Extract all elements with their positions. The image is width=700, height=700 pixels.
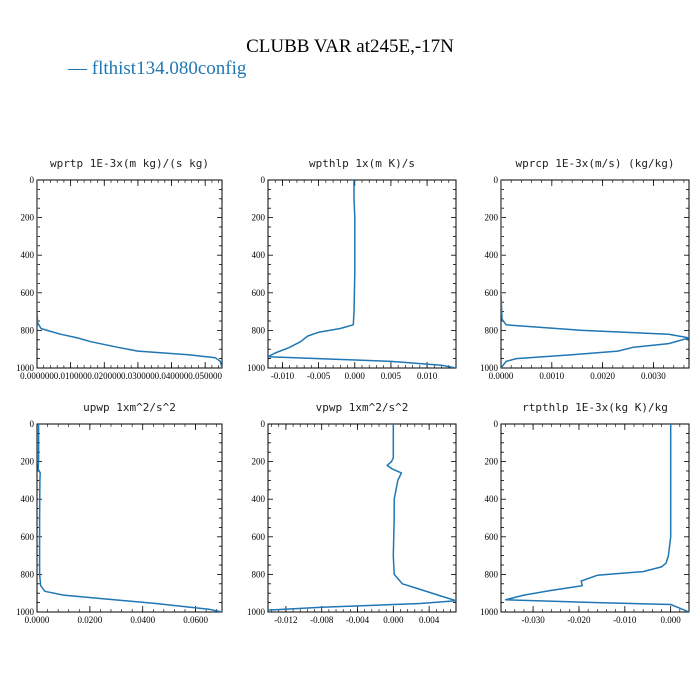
y-tick-label: 600 xyxy=(485,532,499,542)
y-tick-label: 200 xyxy=(252,213,266,223)
y-tick-label: 1000 xyxy=(16,607,35,617)
x-tick-label: -0.020 xyxy=(567,615,591,625)
x-tick-label: -0.004 xyxy=(346,615,370,625)
y-tick-label: 400 xyxy=(21,250,35,260)
x-tick-label: 0.050000 xyxy=(188,371,222,381)
y-tick-label: 1000 xyxy=(247,363,266,373)
x-tick-label: 0.000 xyxy=(661,615,682,625)
panel-title: wprtp 1E-3x(m kg)/(s kg) xyxy=(50,157,209,170)
x-tick-label: 0.000000 xyxy=(20,371,54,381)
y-tick-label: 200 xyxy=(21,457,35,467)
y-tick-label: 800 xyxy=(252,569,266,579)
y-tick-label: 1000 xyxy=(480,607,499,617)
x-tick-label: -0.008 xyxy=(310,615,334,625)
panel-3: wprcp 1E-3x(m/s) (kg/kg) 0 200 400 600 800 100… xyxy=(480,157,690,381)
y-tick-label: 600 xyxy=(252,288,266,298)
series-line xyxy=(268,424,456,611)
y-tick-label: 400 xyxy=(252,494,266,504)
y-tick-label: 800 xyxy=(485,325,499,335)
y-tick-label: 400 xyxy=(485,250,499,260)
y-tick-label: 600 xyxy=(21,288,35,298)
plot-frame xyxy=(36,179,223,369)
legend-entry: — flthist134.080config xyxy=(68,58,247,79)
x-tick-label: 0.020000 xyxy=(87,371,121,381)
panel-title: upwp 1xm^2/s^2 xyxy=(83,401,176,414)
plot-frame xyxy=(36,423,223,613)
y-tick-label: 400 xyxy=(485,494,499,504)
y-tick-label: 0 xyxy=(494,419,499,429)
plot-frame xyxy=(500,423,690,613)
x-tick-label: 0.0010 xyxy=(539,371,564,381)
y-tick-label: 400 xyxy=(21,494,35,504)
y-tick-label: 600 xyxy=(21,532,35,542)
series-line xyxy=(268,180,456,368)
x-tick-label: 0.010 xyxy=(417,371,438,381)
x-tick-label: 0.0030 xyxy=(641,371,666,381)
plot-frame xyxy=(267,179,457,369)
y-tick-label: 0 xyxy=(261,175,266,185)
y-tick-label: 200 xyxy=(485,457,499,467)
x-tick-label: 0.000 xyxy=(383,615,404,625)
y-tick-label: 600 xyxy=(252,532,266,542)
panel-6: rtpthlp 1E-3x(kg K)/kg 0 200 400 600 800 1000 -… xyxy=(480,401,690,625)
y-tick-label: 0 xyxy=(30,419,35,429)
panel-5: vpwp 1xm^2/s^2 0 200 400 600 800 1000 -0.012 -0.… xyxy=(247,401,457,625)
x-tick-label: 0.0200 xyxy=(77,615,102,625)
x-tick-label: 0.040000 xyxy=(155,371,189,381)
y-tick-label: 1000 xyxy=(16,363,35,373)
panel-title: wprcp 1E-3x(m/s) (kg/kg) xyxy=(516,157,675,170)
series-line xyxy=(37,180,222,368)
y-tick-label: 200 xyxy=(252,457,266,467)
y-tick-label: 200 xyxy=(485,213,499,223)
plot-frame xyxy=(500,179,690,369)
x-tick-label: 0.030000 xyxy=(121,371,155,381)
y-tick-label: 0 xyxy=(494,175,499,185)
panel-4: upwp 1xm^2/s^2 0 200 400 600 800 10000.0000 0.0… xyxy=(16,401,223,625)
series-line xyxy=(37,424,222,612)
y-tick-label: 600 xyxy=(485,288,499,298)
x-tick-label: -0.010 xyxy=(613,615,637,625)
x-tick-label: 0.0600 xyxy=(183,615,208,625)
x-tick-label: 0.005 xyxy=(381,371,402,381)
x-tick-label: -0.005 xyxy=(307,371,331,381)
x-tick-label: 0.0020 xyxy=(590,371,615,381)
x-tick-label: -0.012 xyxy=(274,615,297,625)
panel-2: wpthlp 1x(m K)/s 0 200 400 600 800 1000 -0.010 -… xyxy=(247,157,457,381)
series-line xyxy=(504,424,689,612)
panel-title: vpwp 1xm^2/s^2 xyxy=(316,401,409,414)
y-tick-label: 1000 xyxy=(247,607,266,617)
figure-title: CLUBB VAR at245E,-17N xyxy=(246,36,454,57)
x-tick-label: 0.004 xyxy=(419,615,440,625)
panel-title: wpthlp 1x(m K)/s xyxy=(309,157,415,170)
y-tick-label: 200 xyxy=(21,213,35,223)
x-tick-label: 0.0400 xyxy=(130,615,155,625)
y-tick-label: 0 xyxy=(30,175,35,185)
plot-frame xyxy=(267,423,457,613)
y-tick-label: 1000 xyxy=(480,363,499,373)
x-tick-label: -0.010 xyxy=(271,371,295,381)
y-tick-label: 400 xyxy=(252,250,266,260)
x-tick-label: -0.030 xyxy=(521,615,545,625)
x-tick-label: 0.010000 xyxy=(54,371,88,381)
x-tick-label: 0.000 xyxy=(345,371,366,381)
y-tick-label: 0 xyxy=(261,419,266,429)
y-tick-label: 800 xyxy=(21,569,35,579)
x-tick-label: 0.0000 xyxy=(489,371,514,381)
y-tick-label: 800 xyxy=(21,325,35,335)
y-tick-label: 800 xyxy=(485,569,499,579)
panel-1: wprtp 1E-3x(m kg)/(s kg) 0 200 400 600 800 100… xyxy=(16,157,223,381)
y-tick-label: 800 xyxy=(252,325,266,335)
x-tick-label: 0.0000 xyxy=(25,615,50,625)
series-line xyxy=(501,180,689,368)
panel-title: rtpthlp 1E-3x(kg K)/kg xyxy=(522,401,668,414)
